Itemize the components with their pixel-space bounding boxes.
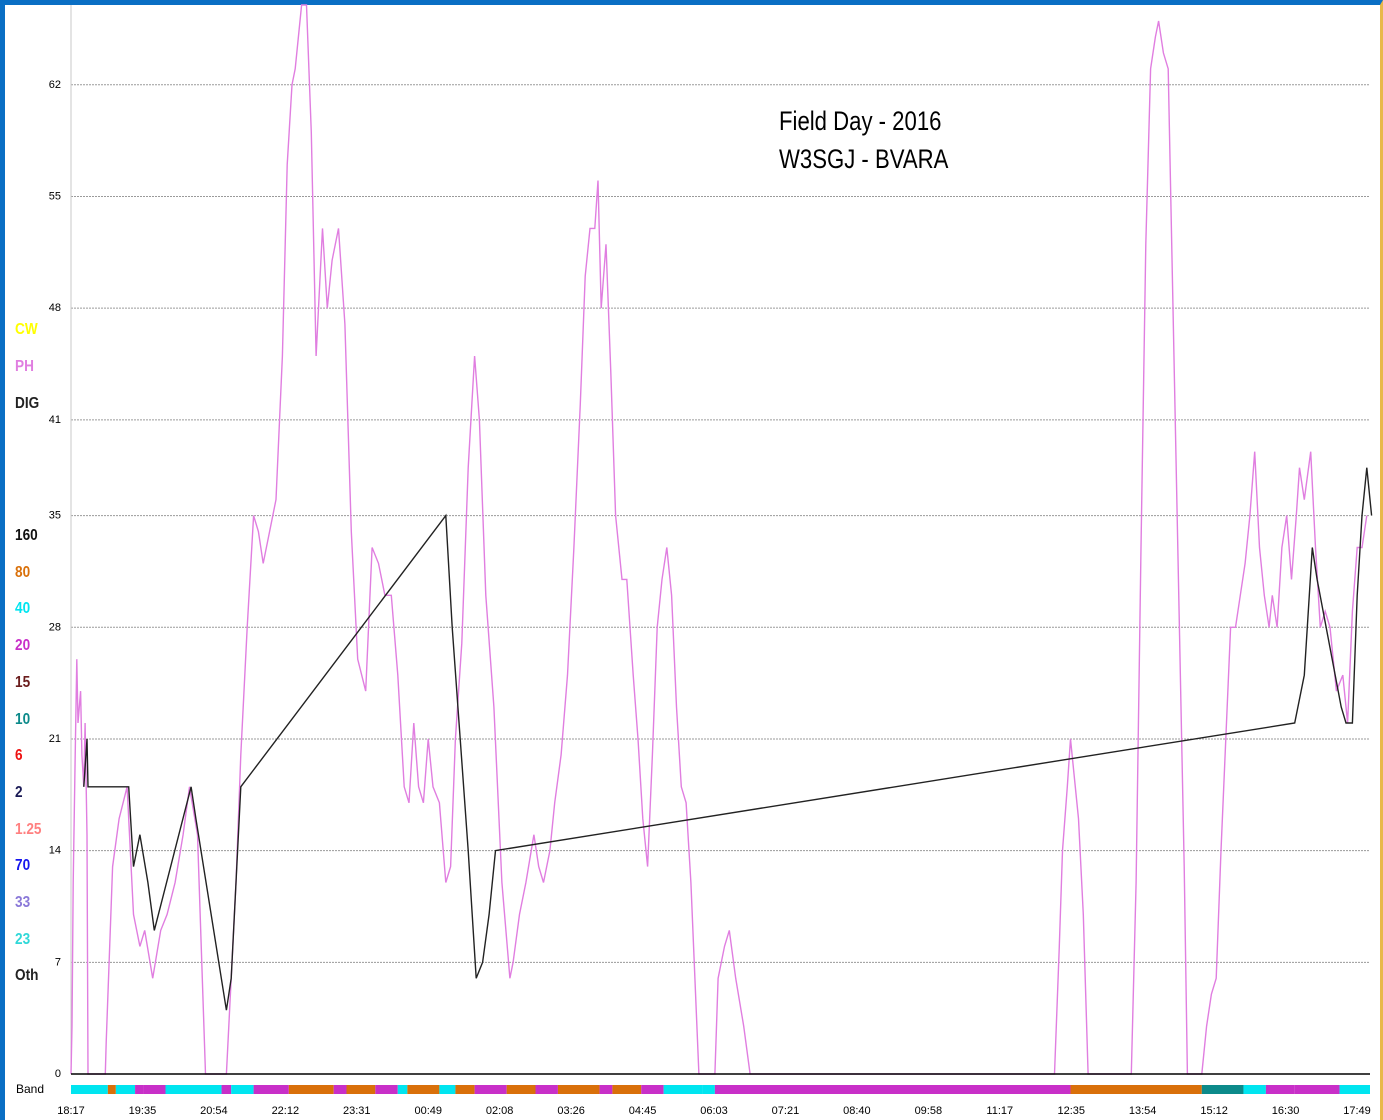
legend-item-oth: Oth xyxy=(15,967,39,985)
x-tick-label: 02:08 xyxy=(486,1105,514,1117)
legend-item-15: 15 xyxy=(15,673,31,691)
x-tick-label: 04:45 xyxy=(629,1105,657,1117)
y-tick-label: 62 xyxy=(49,79,61,91)
y-tick-label: 55 xyxy=(49,190,61,202)
band-segment xyxy=(714,1085,1071,1094)
band-strip xyxy=(71,1085,1370,1094)
band-segment xyxy=(71,1085,108,1094)
chart-title: Field Day - 2016 xyxy=(779,106,942,136)
legend-item-6: 6 xyxy=(15,747,23,765)
legend-item-23: 23 xyxy=(15,930,31,948)
legend-item-1-25: 1.25 xyxy=(15,820,42,838)
band-segment xyxy=(407,1085,440,1094)
y-tick-label: 28 xyxy=(49,621,61,633)
band-segment xyxy=(107,1085,116,1094)
band-segment xyxy=(115,1085,136,1094)
band-segment xyxy=(702,1085,715,1094)
series-line-dig xyxy=(83,467,1373,1011)
x-tick-label: 03:26 xyxy=(557,1105,585,1117)
chart-subtitle: W3SGJ - BVARA xyxy=(779,144,949,174)
band-segment xyxy=(397,1085,408,1094)
band-segment xyxy=(474,1085,507,1094)
legend-item-160: 160 xyxy=(15,527,38,544)
y-axis-tick-labels: 0 7 14 21 28 35 41 48 55 62 xyxy=(49,79,61,1080)
band-segment xyxy=(1201,1085,1244,1094)
band-segment xyxy=(165,1085,222,1094)
band-segment xyxy=(439,1085,456,1094)
x-tick-label: 09:58 xyxy=(915,1105,943,1117)
band-segment xyxy=(612,1085,642,1094)
band-segment xyxy=(599,1085,613,1094)
band-segment xyxy=(221,1085,232,1094)
band-segment xyxy=(1294,1085,1340,1094)
legend-item-ph: PH xyxy=(15,358,34,375)
series-line-ph xyxy=(70,4,1368,1075)
band-segment xyxy=(1243,1085,1266,1094)
legend-item-70: 70 xyxy=(15,857,31,875)
y-tick-label: 0 xyxy=(55,1068,61,1080)
band-segment xyxy=(253,1085,289,1094)
y-tick-label: 21 xyxy=(49,733,61,745)
x-tick-label: 12:35 xyxy=(1057,1105,1085,1117)
legend-item-cw: CW xyxy=(15,321,38,338)
x-tick-label: 17:49 xyxy=(1343,1105,1371,1117)
legend-item-80: 80 xyxy=(15,563,31,581)
x-tick-label: 07:21 xyxy=(772,1105,800,1117)
x-tick-label: 20:54 xyxy=(200,1105,228,1117)
x-tick-label: 16:30 xyxy=(1272,1105,1300,1117)
legend-item-40: 40 xyxy=(15,600,31,618)
band-segment xyxy=(506,1085,536,1094)
x-tick-label: 06:03 xyxy=(700,1105,728,1117)
x-tick-label: 13:54 xyxy=(1129,1105,1157,1117)
band-segment xyxy=(641,1085,664,1094)
y-tick-label: 48 xyxy=(49,302,61,314)
y-tick-label: 14 xyxy=(49,845,61,857)
x-tick-label: 00:49 xyxy=(414,1105,442,1117)
x-tick-label: 11:17 xyxy=(986,1105,1013,1117)
band-segment xyxy=(143,1085,166,1094)
band-segment xyxy=(557,1085,600,1094)
band-segment xyxy=(1265,1085,1295,1094)
band-segment xyxy=(231,1085,254,1094)
y-tick-label: 41 xyxy=(49,414,61,426)
x-tick-label: 23:31 xyxy=(343,1105,371,1117)
x-tick-label: 15:12 xyxy=(1200,1105,1228,1117)
y-tick-label: 7 xyxy=(55,956,61,968)
x-tick-label: 19:35 xyxy=(129,1105,157,1117)
band-segment xyxy=(346,1085,376,1094)
band-segment xyxy=(1070,1085,1202,1094)
legend-item-dig: DIG xyxy=(15,395,40,412)
series-lines xyxy=(70,4,1373,1075)
band-axis-label: Band xyxy=(16,1082,45,1096)
band-segment xyxy=(333,1085,347,1094)
legend-item-20: 20 xyxy=(15,637,31,655)
band-segment xyxy=(455,1085,475,1094)
x-tick-label: 08:40 xyxy=(843,1105,871,1117)
band-segment xyxy=(1339,1085,1370,1094)
legend-item-2: 2 xyxy=(15,783,23,801)
legend-item-10: 10 xyxy=(15,710,31,728)
band-segment xyxy=(375,1085,398,1094)
y-tick-label: 35 xyxy=(49,510,61,522)
band-segment xyxy=(288,1085,334,1094)
band-segment xyxy=(663,1085,703,1094)
x-tick-label: 18:17 xyxy=(57,1105,85,1117)
band-segment xyxy=(535,1085,558,1094)
x-tick-label: 22:12 xyxy=(272,1105,300,1117)
grid-lines xyxy=(70,5,1370,1074)
x-axis-tick-labels: 18:17 19:35 20:54 22:12 23:31 00:49 02:08 03:26… xyxy=(57,1105,1371,1117)
band-segment xyxy=(135,1085,144,1094)
legend-item-33: 33 xyxy=(15,894,31,911)
